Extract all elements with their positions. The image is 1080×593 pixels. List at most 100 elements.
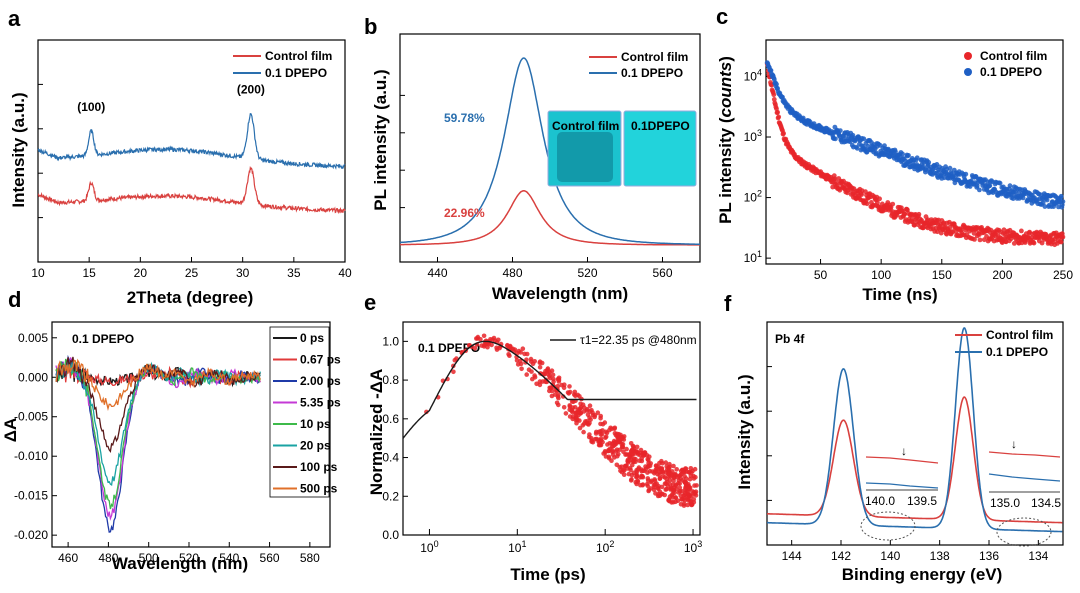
c-legend-dpepo: 0.1 DPEPO bbox=[980, 65, 1042, 79]
b-xtick-label: 480 bbox=[502, 266, 522, 280]
f-inset-left-arrow: ↓ bbox=[901, 444, 907, 458]
f-inset-left-tick: 139.5 bbox=[907, 494, 937, 508]
e-point bbox=[550, 372, 556, 378]
e-point bbox=[660, 470, 666, 475]
e-point bbox=[677, 489, 683, 494]
e-point bbox=[621, 468, 627, 473]
e-point bbox=[590, 410, 595, 416]
e-point bbox=[451, 369, 456, 375]
f-inset-right-dpepo bbox=[988, 473, 1061, 482]
e-ytick-label: 0.2 bbox=[382, 489, 399, 503]
e-point bbox=[628, 441, 634, 446]
e-point bbox=[683, 479, 689, 485]
e-point bbox=[692, 466, 698, 472]
c-series-dpepo bbox=[764, 60, 1066, 210]
e-xtick-label: 102 bbox=[596, 539, 614, 555]
b-annotation-control: 22.96% bbox=[444, 206, 485, 220]
a-annotation-100: (100) bbox=[77, 100, 105, 114]
f-inset-right-tick: 135.0 bbox=[990, 496, 1020, 510]
e-point bbox=[673, 499, 678, 505]
b-xtick-label: 440 bbox=[427, 266, 447, 280]
a-xtick-label: 10 bbox=[31, 266, 45, 280]
c-point bbox=[774, 81, 779, 87]
b-xlabel: Wavelength (nm) bbox=[492, 284, 628, 303]
e-point bbox=[604, 430, 610, 436]
e-point bbox=[549, 368, 555, 374]
e-point bbox=[651, 482, 657, 488]
c-point bbox=[781, 131, 786, 136]
e-point bbox=[627, 465, 633, 471]
e-ytick-label: 0.6 bbox=[382, 412, 399, 426]
f-xtick-label: 142 bbox=[831, 549, 851, 563]
e-point bbox=[688, 466, 694, 471]
a-xlabel: 2Theta (degree) bbox=[127, 288, 254, 307]
e-point bbox=[574, 420, 579, 426]
d-xtick-label: 560 bbox=[260, 551, 280, 565]
d-xlabel: Wavelength (nm) bbox=[112, 554, 248, 573]
a-xtick-label: 25 bbox=[185, 266, 199, 280]
e-point bbox=[602, 449, 608, 454]
c-ylabel: PL intensity (counts) bbox=[716, 56, 735, 224]
e-point bbox=[600, 439, 605, 445]
e-point bbox=[666, 471, 671, 477]
e-point bbox=[507, 353, 512, 359]
e-point bbox=[646, 457, 651, 463]
e-point bbox=[488, 337, 493, 342]
c-point bbox=[1007, 183, 1013, 189]
b-annotation-dpepo: 59.78% bbox=[444, 111, 485, 125]
f-xtick-label: 138 bbox=[930, 549, 950, 563]
e-point bbox=[554, 400, 560, 406]
c-point bbox=[1060, 234, 1066, 240]
c-xtick-label: 200 bbox=[992, 268, 1012, 282]
d-title: 0.1 DPEPO bbox=[72, 332, 134, 346]
e-point bbox=[543, 379, 548, 385]
e-point bbox=[486, 341, 492, 347]
c-point bbox=[847, 139, 853, 145]
e-point bbox=[662, 492, 667, 498]
e-point bbox=[575, 407, 581, 412]
e-point bbox=[612, 431, 618, 436]
c-point bbox=[1019, 228, 1024, 234]
c-point bbox=[906, 153, 911, 158]
d-ylabel: ΔA bbox=[1, 418, 20, 443]
c-point bbox=[771, 97, 777, 102]
e-point bbox=[573, 393, 578, 399]
b-ylabel: PL intensity (a.u.) bbox=[371, 69, 390, 210]
e-point bbox=[567, 403, 572, 408]
f-series-control bbox=[767, 396, 1063, 524]
e-point bbox=[678, 476, 683, 482]
c-point bbox=[919, 217, 924, 223]
e-series-data bbox=[424, 333, 699, 508]
c-point bbox=[1039, 240, 1045, 246]
d-series-500-ps bbox=[55, 358, 261, 412]
e-point bbox=[657, 476, 663, 481]
d-ytick-label: -0.020 bbox=[14, 528, 48, 542]
e-point bbox=[563, 411, 569, 416]
c-point bbox=[890, 201, 896, 207]
e-point bbox=[613, 439, 618, 445]
e-point bbox=[638, 475, 643, 480]
f-inset-left: ↓ 140.0 139.5 bbox=[865, 444, 939, 508]
e-point bbox=[688, 501, 694, 507]
b-xtick-label: 560 bbox=[652, 266, 672, 280]
e-ytick-label: 0.8 bbox=[382, 373, 399, 387]
e-point bbox=[678, 502, 684, 507]
e-point bbox=[657, 460, 662, 466]
c-legend-control: Control film bbox=[980, 49, 1047, 63]
e-point bbox=[671, 488, 676, 494]
f-highlight-right bbox=[996, 517, 1052, 547]
c-point bbox=[914, 155, 920, 161]
e-point bbox=[634, 473, 639, 478]
e-point bbox=[683, 466, 688, 471]
e-point bbox=[693, 474, 698, 480]
e-point bbox=[526, 367, 532, 373]
e-point bbox=[605, 442, 610, 447]
e-point bbox=[522, 351, 527, 357]
panel-label-a: a bbox=[8, 6, 21, 31]
e-point bbox=[475, 334, 481, 340]
e-xlabel: Time (ps) bbox=[510, 565, 585, 584]
e-point bbox=[677, 485, 683, 491]
e-point bbox=[609, 458, 614, 464]
e-point bbox=[590, 439, 596, 445]
e-point bbox=[571, 414, 576, 419]
